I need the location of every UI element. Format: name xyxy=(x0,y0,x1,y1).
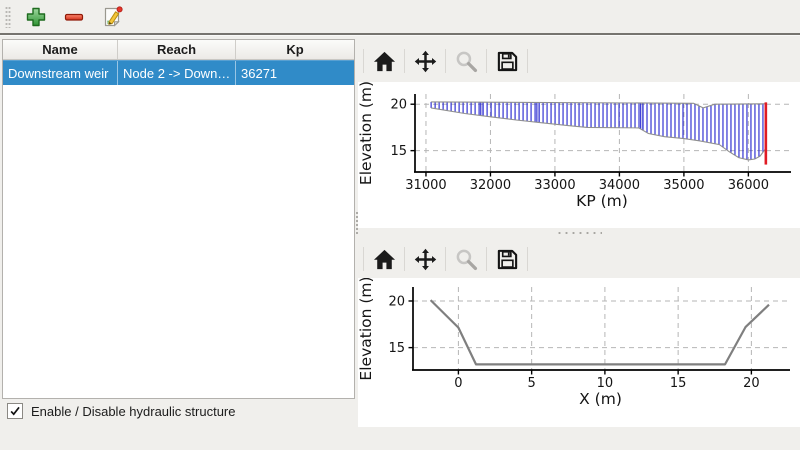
toolbar-divider xyxy=(0,33,800,36)
toolbar-separator xyxy=(527,247,528,271)
pan-icon xyxy=(414,248,436,270)
cross-section-plot[interactable]: 0 5 10 15 20 15 20 X (m) Elevation (m) xyxy=(358,278,800,427)
toolbar-drag-handle[interactable] xyxy=(5,5,11,28)
band-bottom-edge xyxy=(431,107,767,161)
toolbar-separator xyxy=(486,247,487,271)
x-tick-label: 34000 xyxy=(599,178,640,193)
cross-section-plot-toolbar xyxy=(358,244,800,274)
edit-structure-button[interactable] xyxy=(99,4,125,30)
zoom-icon xyxy=(456,51,477,72)
plots-panel: 31000 32000 33000 34000 35000 36000 15 20 KP (m)… xyxy=(358,36,800,450)
y-axis-label: Elevation (m) xyxy=(358,82,375,185)
profile-plot-toolbar xyxy=(358,46,800,76)
edit-icon xyxy=(104,5,123,27)
enable-structure-checkbox[interactable] xyxy=(7,403,23,419)
toolbar-separator xyxy=(363,247,364,271)
table-header: Name Reach Kp xyxy=(3,40,354,60)
cell-structure-reach[interactable]: Node 2 -> Down… xyxy=(118,61,236,85)
x-tick-label: 10 xyxy=(597,376,614,391)
y-tick-label: 20 xyxy=(388,294,405,309)
longitudinal-profile-plot[interactable]: 31000 32000 33000 34000 35000 36000 15 20 KP (m)… xyxy=(358,82,800,228)
home-icon xyxy=(373,51,395,71)
toolbar-separator xyxy=(445,247,446,271)
cross-section-line xyxy=(429,299,770,366)
save-button[interactable] xyxy=(492,245,522,273)
zoom-button xyxy=(451,47,481,75)
remove-structure-button[interactable] xyxy=(61,4,87,30)
table-row[interactable]: Downstream weir Node 2 -> Down… 36271 xyxy=(3,60,354,85)
y-tick-label: 15 xyxy=(388,341,405,356)
y-axis-label: Elevation (m) xyxy=(358,278,375,381)
toolbar-separator xyxy=(363,49,364,73)
home-button[interactable] xyxy=(369,47,399,75)
cell-structure-name[interactable]: Downstream weir xyxy=(3,61,118,85)
save-button[interactable] xyxy=(492,47,522,75)
x-tick-label: 20 xyxy=(743,376,760,391)
horizontal-splitter-handle[interactable] xyxy=(556,231,602,236)
column-header-name[interactable]: Name xyxy=(3,40,118,59)
band-top-edge xyxy=(431,101,766,109)
x-tick-label: 31000 xyxy=(405,178,446,193)
x-tick-label: 5 xyxy=(528,376,536,391)
save-icon xyxy=(497,51,517,71)
toolbar-separator xyxy=(404,49,405,73)
save-icon xyxy=(497,249,517,269)
minus-icon xyxy=(64,13,84,21)
column-header-kp[interactable]: Kp xyxy=(286,42,304,57)
checkmark-icon xyxy=(10,406,20,416)
x-tick-label: 32000 xyxy=(470,178,511,193)
pan-icon xyxy=(414,50,436,72)
cell-structure-kp[interactable]: 36271 xyxy=(241,65,278,81)
toolbar-separator xyxy=(445,49,446,73)
home-button[interactable] xyxy=(369,245,399,273)
enable-structure-checkbox-row[interactable]: Enable / Disable hydraulic structure xyxy=(7,403,236,419)
y-tick-label: 15 xyxy=(390,144,407,159)
x-axis-label: KP (m) xyxy=(576,192,628,210)
x-tick-label: 33000 xyxy=(534,178,575,193)
pan-button[interactable] xyxy=(410,245,440,273)
zoom-button xyxy=(451,245,481,273)
x-axis-label: X (m) xyxy=(579,390,622,408)
home-icon xyxy=(373,249,395,269)
x-tick-label: 35000 xyxy=(663,178,704,193)
pan-button[interactable] xyxy=(410,47,440,75)
plus-icon xyxy=(26,7,46,26)
main-toolbar xyxy=(0,0,800,33)
toolbar-separator xyxy=(527,49,528,73)
zoom-icon xyxy=(456,249,477,270)
toolbar-separator xyxy=(486,49,487,73)
x-tick-label: 0 xyxy=(454,376,462,391)
column-header-reach[interactable]: Reach xyxy=(118,40,236,59)
x-tick-label: 15 xyxy=(670,376,687,391)
vertical-splitter-handle[interactable] xyxy=(355,211,360,235)
structures-table: Name Reach Kp Downstream weir Node 2 -> … xyxy=(2,39,355,399)
add-structure-button[interactable] xyxy=(23,4,49,30)
toolbar-separator xyxy=(404,247,405,271)
x-tick-label: 36000 xyxy=(728,178,769,193)
checkbox-label: Enable / Disable hydraulic structure xyxy=(31,403,236,419)
y-tick-label: 20 xyxy=(390,98,407,113)
